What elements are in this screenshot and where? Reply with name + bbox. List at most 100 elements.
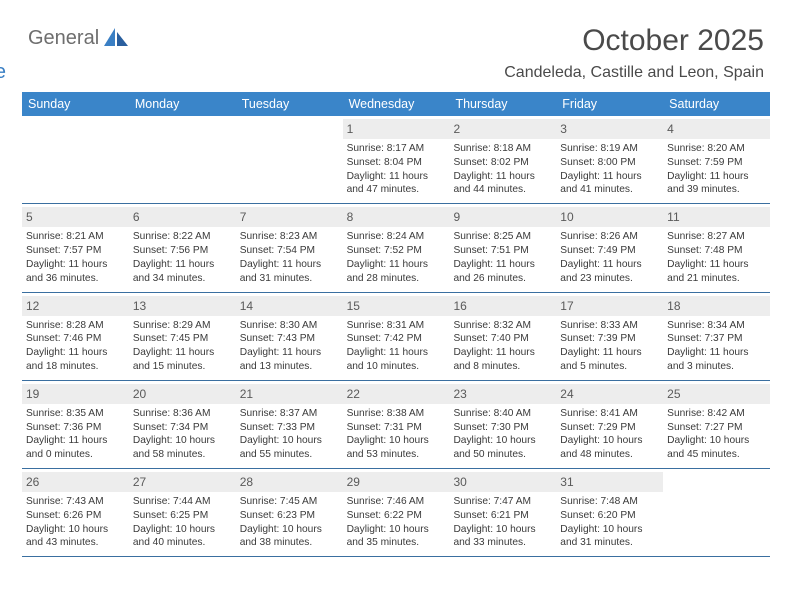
day-number: 12 bbox=[22, 296, 129, 316]
day-number: 11 bbox=[663, 207, 770, 227]
calendar-day-cell bbox=[22, 116, 129, 203]
daylight-line-1: Daylight: 11 hours bbox=[453, 170, 552, 184]
sunrise-line: Sunrise: 8:35 AM bbox=[26, 407, 125, 421]
sunrise-line: Sunrise: 7:46 AM bbox=[347, 495, 446, 509]
sunrise-line: Sunrise: 8:33 AM bbox=[560, 319, 659, 333]
daylight-line-2: and 10 minutes. bbox=[347, 360, 446, 374]
day-number: 7 bbox=[236, 207, 343, 227]
calendar-day-cell: 24Sunrise: 8:41 AMSunset: 7:29 PMDayligh… bbox=[556, 381, 663, 468]
sunset-line: Sunset: 6:23 PM bbox=[240, 509, 339, 523]
daylight-line-2: and 21 minutes. bbox=[667, 272, 766, 286]
calendar-week-row: 12Sunrise: 8:28 AMSunset: 7:46 PMDayligh… bbox=[22, 293, 770, 381]
day-number: 9 bbox=[449, 207, 556, 227]
day-number: 29 bbox=[343, 472, 450, 492]
day-number: 5 bbox=[22, 207, 129, 227]
daylight-line-2: and 18 minutes. bbox=[26, 360, 125, 374]
calendar-day-cell: 7Sunrise: 8:23 AMSunset: 7:54 PMDaylight… bbox=[236, 204, 343, 291]
calendar-day-cell: 29 Sunrise: 7:46 AMSunset: 6:22 PMDayligh… bbox=[343, 469, 450, 556]
calendar-header-sunday: Sunday bbox=[22, 92, 129, 116]
calendar-day-cell: 14Sunrise: 8:30 AMSunset: 7:43 PMDayligh… bbox=[236, 293, 343, 380]
daylight-line-1: Daylight: 11 hours bbox=[453, 346, 552, 360]
day-number: 17 bbox=[556, 296, 663, 316]
daylight-line-2: and 33 minutes. bbox=[453, 536, 552, 550]
sunset-line: Sunset: 7:45 PM bbox=[133, 332, 232, 346]
day-number: 27 bbox=[129, 472, 236, 492]
sunrise-line: Sunrise: 8:34 AM bbox=[667, 319, 766, 333]
sunrise-line: Sunrise: 8:24 AM bbox=[347, 230, 446, 244]
sunset-line: Sunset: 7:57 PM bbox=[26, 244, 125, 258]
calendar-day-cell bbox=[236, 116, 343, 203]
calendar-day-cell: 17 Sunrise: 8:33 AMSunset: 7:39 PMDayligh… bbox=[556, 293, 663, 380]
daylight-line-1: Daylight: 11 hours bbox=[453, 258, 552, 272]
calendar-day-cell: 1Sunrise: 8:17 AMSunset: 8:04 PMDaylight… bbox=[343, 116, 450, 203]
daylight-line-2: and 39 minutes. bbox=[667, 183, 766, 197]
daylight-line-1: Daylight: 10 hours bbox=[240, 434, 339, 448]
daylight-line-1: Daylight: 11 hours bbox=[560, 346, 659, 360]
sunset-line: Sunset: 7:36 PM bbox=[26, 421, 125, 435]
daylight-line-1: Daylight: 10 hours bbox=[347, 523, 446, 537]
day-number: 31 bbox=[556, 472, 663, 492]
calendar-day-cell: 8Sunrise: 8:24 AMSunset: 7:52 PMDaylight… bbox=[343, 204, 450, 291]
day-number: 13 bbox=[129, 296, 236, 316]
calendar-day-cell: 19Sunrise: 8:35 AMSunset: 7:36 PMDayligh… bbox=[22, 381, 129, 468]
sunset-line: Sunset: 7:30 PM bbox=[453, 421, 552, 435]
calendar-day-cell: 13Sunrise: 8:29 AMSunset: 7:45 PMDayligh… bbox=[129, 293, 236, 380]
calendar-header-monday: Monday bbox=[129, 92, 236, 116]
calendar-header-row: SundayMondayTuesdayWednesdayThursdayFrid… bbox=[22, 92, 770, 116]
logo-text-blue: Blue bbox=[0, 61, 6, 83]
daylight-line-2: and 38 minutes. bbox=[240, 536, 339, 550]
logo: General Blue bbox=[28, 28, 130, 68]
daylight-line-1: Daylight: 10 hours bbox=[560, 434, 659, 448]
calendar-day-cell: 3Sunrise: 8:19 AMSunset: 8:00 PMDaylight… bbox=[556, 116, 663, 203]
daylight-line-1: Daylight: 11 hours bbox=[133, 258, 232, 272]
daylight-line-1: Daylight: 11 hours bbox=[26, 346, 125, 360]
daylight-line-2: and 34 minutes. bbox=[133, 272, 232, 286]
daylight-line-1: Daylight: 11 hours bbox=[347, 346, 446, 360]
sunset-line: Sunset: 7:56 PM bbox=[133, 244, 232, 258]
daylight-line-2: and 0 minutes. bbox=[26, 448, 125, 462]
daylight-line-1: Daylight: 10 hours bbox=[133, 523, 232, 537]
sunrise-line: Sunrise: 8:19 AM bbox=[560, 142, 659, 156]
day-number: 10 bbox=[556, 207, 663, 227]
calendar-day-cell: 28Sunrise: 7:45 AMSunset: 6:23 PMDayligh… bbox=[236, 469, 343, 556]
calendar-day-cell: 31Sunrise: 7:48 AMSunset: 6:20 PMDayligh… bbox=[556, 469, 663, 556]
calendar-day-cell: 9Sunrise: 8:25 AMSunset: 7:51 PMDaylight… bbox=[449, 204, 556, 291]
sunrise-line: Sunrise: 8:40 AM bbox=[453, 407, 552, 421]
sunset-line: Sunset: 7:54 PM bbox=[240, 244, 339, 258]
calendar-header-saturday: Saturday bbox=[663, 92, 770, 116]
daylight-line-2: and 44 minutes. bbox=[453, 183, 552, 197]
calendar-grid: SundayMondayTuesdayWednesdayThursdayFrid… bbox=[22, 92, 770, 557]
daylight-line-1: Daylight: 10 hours bbox=[453, 523, 552, 537]
daylight-line-1: Daylight: 11 hours bbox=[26, 434, 125, 448]
sunset-line: Sunset: 7:40 PM bbox=[453, 332, 552, 346]
daylight-line-1: Daylight: 11 hours bbox=[667, 258, 766, 272]
day-number: 16 bbox=[449, 296, 556, 316]
sunrise-line: Sunrise: 7:43 AM bbox=[26, 495, 125, 509]
calendar-day-cell: 12Sunrise: 8:28 AMSunset: 7:46 PMDayligh… bbox=[22, 293, 129, 380]
sunset-line: Sunset: 7:42 PM bbox=[347, 332, 446, 346]
daylight-line-2: and 53 minutes. bbox=[347, 448, 446, 462]
sunrise-line: Sunrise: 8:42 AM bbox=[667, 407, 766, 421]
calendar-day-cell: 21Sunrise: 8:37 AMSunset: 7:33 PMDayligh… bbox=[236, 381, 343, 468]
day-number: 3 bbox=[556, 119, 663, 139]
sunset-line: Sunset: 7:52 PM bbox=[347, 244, 446, 258]
day-number: 14 bbox=[236, 296, 343, 316]
daylight-line-1: Daylight: 11 hours bbox=[347, 170, 446, 184]
sunset-line: Sunset: 8:04 PM bbox=[347, 156, 446, 170]
sunset-line: Sunset: 7:39 PM bbox=[560, 332, 659, 346]
location-subtitle: Candeleda, Castille and Leon, Spain bbox=[504, 64, 764, 82]
day-number: 15 bbox=[343, 296, 450, 316]
sunrise-line: Sunrise: 8:41 AM bbox=[560, 407, 659, 421]
day-number: 8 bbox=[343, 207, 450, 227]
calendar-day-cell: 22Sunrise: 8:38 AMSunset: 7:31 PMDayligh… bbox=[343, 381, 450, 468]
calendar-day-cell bbox=[129, 116, 236, 203]
day-number: 18 bbox=[663, 296, 770, 316]
calendar-day-cell: 15Sunrise: 8:31 AMSunset: 7:42 PMDayligh… bbox=[343, 293, 450, 380]
sunrise-line: Sunrise: 8:29 AM bbox=[133, 319, 232, 333]
daylight-line-1: Daylight: 11 hours bbox=[26, 258, 125, 272]
sunset-line: Sunset: 6:22 PM bbox=[347, 509, 446, 523]
daylight-line-2: and 36 minutes. bbox=[26, 272, 125, 286]
day-number: 4 bbox=[663, 119, 770, 139]
daylight-line-2: and 13 minutes. bbox=[240, 360, 339, 374]
sunrise-line: Sunrise: 8:17 AM bbox=[347, 142, 446, 156]
